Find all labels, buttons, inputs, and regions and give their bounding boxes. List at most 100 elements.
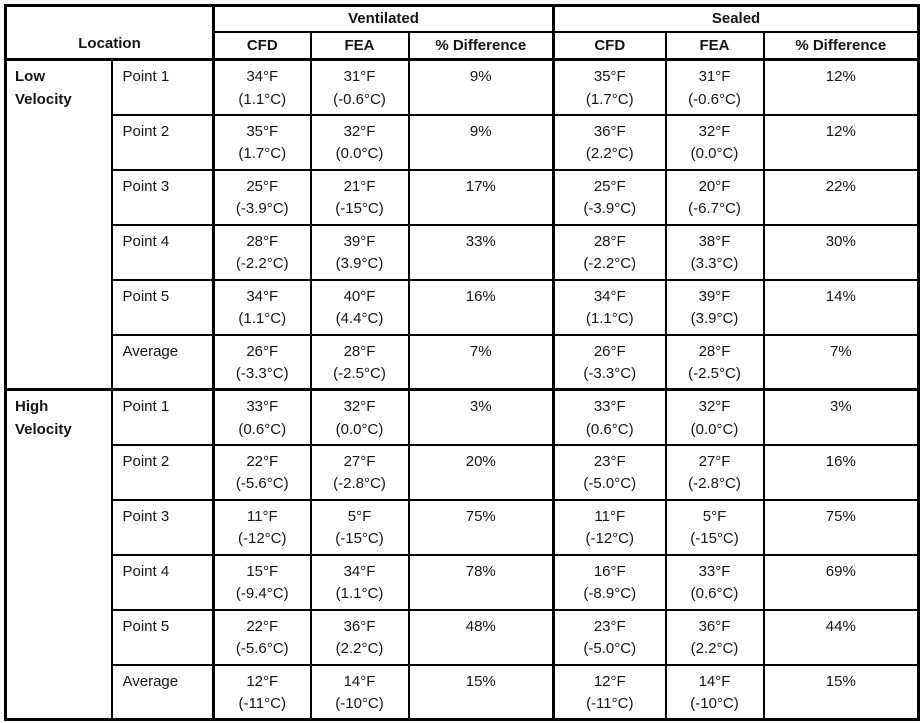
temp-celsius: (0.6°C) [585, 420, 634, 438]
velocity-label-line: Velocity [15, 90, 72, 108]
temp-fahrenheit: 32°F [698, 398, 731, 415]
temp-fahrenheit: 32°F [698, 122, 731, 140]
table-row: Point 4 15°F (-9.4°C) 34°F (1.1°C) 78% 16°F (-8… [6, 553, 920, 611]
temp-fahrenheit: 14°F [698, 672, 731, 690]
temp-celsius: (0.6°C) [238, 420, 287, 438]
temp-celsius: (-8.9°C) [583, 585, 637, 602]
point-label-cell: Point 3 [110, 498, 215, 556]
temp-celsius: (0.6°C) [690, 585, 739, 602]
temp-celsius: (-15°C) [335, 200, 384, 217]
temp-fahrenheit: 15°F [246, 562, 279, 580]
temp-fahrenheit: 5°F [702, 507, 727, 525]
point-label-cell: Average [110, 333, 215, 391]
ventilated-cfd-value-cell: 11°F (-12°C) [212, 498, 312, 556]
table-row: Point 4 28°F (-2.2°C) 39°F (3.9°C) 33% 28°F (-2… [6, 223, 920, 281]
sealed-cfd-value-cell: 23°F (-5.0°C) [552, 608, 667, 666]
temp-fahrenheit: 26°F [593, 342, 626, 360]
sealed-cfd-value-cell: 34°F (1.1°C) [552, 278, 667, 336]
table-row: Point 2 35°F (1.7°C) 32°F (0.0°C) 9% 36°F (2.2°… [6, 113, 920, 171]
ventilated-fea-value-cell: 14°F (-10°C) [309, 663, 410, 721]
ventilated-diff-value-cell: 15% [407, 663, 555, 721]
temp-celsius: (-2.5°C) [688, 365, 741, 382]
ventilated-diff-value-cell: 20% [407, 443, 555, 501]
velocity-label-line: Velocity [15, 420, 72, 438]
table-row: Point 3 25°F (-3.9°C) 21°F (-15°C) 17% 25°F (-3… [6, 168, 920, 226]
table-row: Point 5 22°F (-5.6°C) 36°F (2.2°C) 48% 23°F (-5… [6, 608, 920, 666]
ventilated-fea-value-cell: 32°F (0.0°C) [309, 388, 410, 446]
ventilated-diff-value-cell: 75% [407, 498, 555, 556]
temp-fahrenheit: 11°F [246, 507, 278, 525]
ventilated-cfd-value-cell: 22°F (-5.6°C) [212, 608, 312, 666]
sealed-diff-value-cell: 7% [762, 333, 920, 391]
ventilated-fea-value-cell: 36°F (2.2°C) [309, 608, 410, 666]
temp-celsius: (-2.5°C) [333, 365, 386, 382]
temp-celsius: (2.2°C) [690, 640, 739, 657]
temp-celsius: (2.2°C) [585, 145, 634, 162]
temp-fahrenheit: 12°F [246, 672, 279, 690]
temp-celsius: (-5.0°C) [583, 475, 637, 492]
temp-fahrenheit: 35°F [246, 122, 279, 140]
sealed-diff-value-cell: 12% [762, 58, 920, 116]
temp-fahrenheit: 21°F [343, 177, 376, 195]
temp-celsius: (-5.0°C) [583, 640, 637, 657]
sealed-diff-value-cell: 14% [762, 278, 920, 336]
temp-fahrenheit: 39°F [698, 287, 731, 305]
temp-celsius: (-12°C) [237, 530, 287, 547]
temp-fahrenheit: 32°F [343, 398, 376, 415]
temp-celsius: (0.0°C) [690, 420, 739, 438]
ventilated-diff-header: % Difference [407, 30, 555, 61]
ventilated-group-header: Ventilated [211, 4, 555, 33]
temp-celsius: (-3.3°C) [235, 365, 289, 382]
ventilated-cfd-value-cell: 22°F (-5.6°C) [212, 443, 312, 501]
table-row: Average 12°F (-11°C) 14°F (-10°C) 15% 12°F (-11… [6, 663, 920, 721]
table-row: Point 2 22°F (-5.6°C) 27°F (-2.8°C) 20% 23°F (-… [6, 443, 920, 501]
point-label-cell: Point 4 [110, 223, 215, 281]
ventilated-diff-value-cell: 33% [407, 223, 555, 281]
temp-celsius: (-5.6°C) [235, 475, 289, 492]
temp-celsius: (1.1°C) [585, 310, 634, 327]
temp-celsius: (3.3°C) [690, 255, 739, 272]
temp-celsius: (0.0°C) [335, 145, 384, 162]
temp-celsius: (-11°C) [238, 695, 286, 712]
point-label-cell: Point 4 [110, 553, 215, 611]
temp-fahrenheit: 36°F [698, 617, 731, 635]
ventilated-diff-value-cell: 3% [407, 388, 555, 446]
temp-celsius: (-12°C) [585, 530, 635, 547]
temp-celsius: (-3.9°C) [235, 200, 289, 217]
ventilated-fea-value-cell: 32°F (0.0°C) [309, 113, 410, 171]
ventilated-diff-value-cell: 9% [407, 58, 555, 116]
temp-fahrenheit: 36°F [343, 617, 376, 635]
temp-celsius: (-2.2°C) [235, 255, 289, 272]
temp-celsius: (0.0°C) [690, 145, 739, 162]
temp-celsius: (-10°C) [690, 695, 739, 712]
temp-celsius: (-2.2°C) [583, 255, 637, 272]
sealed-cfd-value-cell: 11°F (-12°C) [552, 498, 667, 556]
velocity-label-cell: Low Velocity [4, 58, 113, 391]
temp-fahrenheit: 28°F [698, 342, 731, 360]
temp-celsius: (-2.8°C) [688, 475, 741, 492]
ventilated-diff-value-cell: 7% [407, 333, 555, 391]
ventilated-cfd-value-cell: 25°F (-3.9°C) [212, 168, 312, 226]
ventilated-fea-value-cell: 40°F (4.4°C) [309, 278, 410, 336]
velocity-label-line: Low [15, 68, 45, 85]
sealed-diff-value-cell: 15% [762, 663, 920, 721]
sealed-cfd-value-cell: 23°F (-5.0°C) [552, 443, 667, 501]
table-row: Point 3 11°F (-12°C) 5°F (-15°C) 75% 11°F (-12°… [6, 498, 920, 556]
temp-fahrenheit: 20°F [698, 177, 731, 195]
ventilated-fea-value-cell: 27°F (-2.8°C) [309, 443, 410, 501]
cfd-fea-comparison-table: Location Ventilated Sealed CFD FEA % Dif… [4, 4, 921, 721]
temp-fahrenheit: 23°F [593, 452, 626, 470]
table-row: Average 26°F (-3.3°C) 28°F (-2.5°C) 7% 26°F (-3… [6, 333, 920, 391]
location-header: Location [4, 4, 215, 61]
ventilated-fea-value-cell: 31°F (-0.6°C) [309, 58, 410, 116]
sealed-fea-value-cell: 33°F (0.6°C) [664, 553, 765, 611]
temp-fahrenheit: 31°F [698, 68, 731, 85]
ventilated-cfd-value-cell: 33°F (0.6°C) [212, 388, 312, 446]
temp-celsius: (1.7°C) [238, 145, 287, 162]
sealed-cfd-value-cell: 26°F (-3.3°C) [552, 333, 667, 391]
ventilated-fea-value-cell: 21°F (-15°C) [309, 168, 410, 226]
temp-fahrenheit: 35°F [593, 68, 626, 85]
temp-celsius: (-0.6°C) [688, 90, 741, 108]
temp-celsius: (-3.9°C) [583, 200, 637, 217]
